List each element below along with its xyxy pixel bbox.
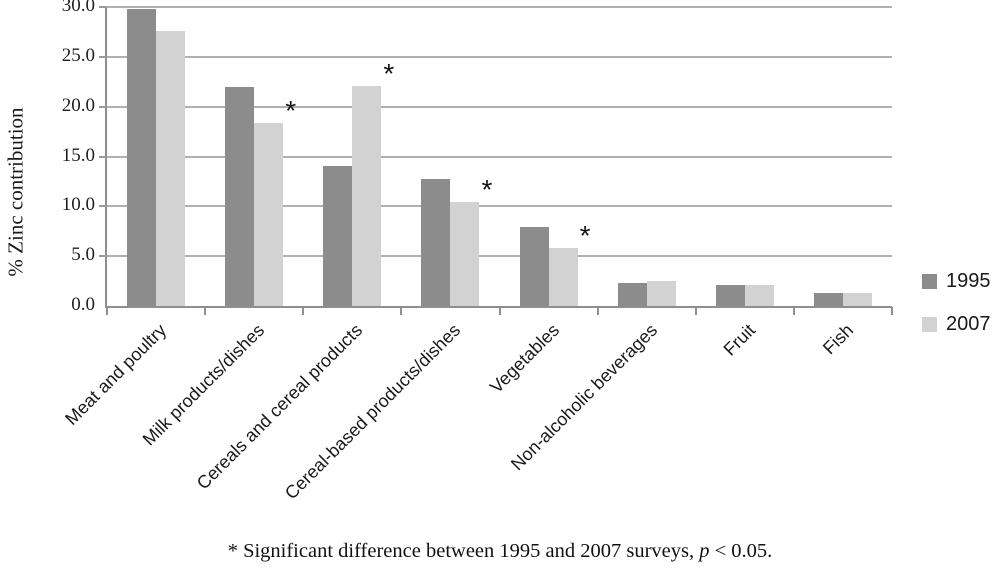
category-label: Non-alcoholic beverages [506,320,661,475]
legend-swatch-1995 [922,274,937,289]
y-tick-label: 10.0 [61,194,95,216]
x-axis-category-labels: Meat and poultry Milk products/dishes Cere… [61,316,890,546]
bar-2007 [842,293,872,306]
y-tick-mark [99,155,107,158]
bar-group: * [401,7,499,306]
y-tick-label: 15.0 [61,144,95,166]
bar-group: * [303,7,401,306]
bar-group: * [500,7,598,306]
significance-asterisk: * [285,94,297,126]
x-tick-mark [792,307,795,315]
legend-label: 2007 [946,313,991,335]
y-tick-mark [99,105,107,108]
caption-p-symbol: p [699,540,710,562]
bar-group: * [205,7,303,306]
figure-caption: * Significant difference between 1995 an… [0,540,1000,563]
bar-group [794,7,892,306]
gridline [101,6,892,8]
bar-1995 [323,166,353,306]
legend-label: 1995 [946,270,991,292]
bar-1995 [127,9,157,306]
bar-1995 [617,283,647,306]
y-tick-label: 25.0 [61,44,95,66]
x-tick-mark [204,307,207,315]
x-tick-mark [596,307,599,315]
gridline [101,55,892,58]
bar-2007 [450,202,480,306]
x-tick-mark [694,307,697,315]
caption-pvalue: < 0.05. [709,540,773,562]
bar-2007 [254,122,284,306]
y-tick-mark [99,6,107,8]
x-tick-mark [302,307,305,315]
legend-item: 2007 [922,313,991,336]
legend-swatch-2007 [922,317,937,332]
y-tick-mark [99,205,107,208]
category-label: Cereal-based products/dishes [281,320,465,504]
x-tick-mark [106,307,108,315]
category-label: Fruit [719,320,759,360]
plot-area: * * * * [99,6,893,315]
bar-2007 [352,85,382,306]
significance-asterisk: * [481,174,493,206]
y-tick-mark [99,255,107,258]
bar-group [598,7,696,306]
gridline [101,255,892,258]
bar-2007 [548,248,578,306]
bar-1995 [225,86,255,306]
bar-2007 [156,30,186,306]
y-tick-label: 20.0 [61,94,95,116]
bar-group [696,7,794,306]
category-label: Vegetables [485,320,563,398]
y-tick-label: 0.0 [71,294,95,315]
category-label: Fish [818,320,858,359]
bar-1995 [519,227,549,306]
y-tick-mark [99,55,107,58]
legend: 1995 2007 [922,270,991,356]
x-tick-mark [891,307,893,315]
category-label: Milk products/dishes [138,320,269,450]
bar-group [107,7,205,306]
category-label: Cereals and cereal products [193,320,367,494]
y-tick-label: 5.0 [71,244,95,266]
bar-2007 [646,281,676,306]
x-tick-mark [400,307,403,315]
bar-1995 [421,179,451,306]
significance-asterisk: * [579,220,591,252]
gridline [101,155,892,158]
significance-asterisk: * [383,57,395,89]
y-tick-label: 30.0 [61,0,95,16]
x-tick-mark [498,307,501,315]
bar-2007 [744,285,774,306]
legend-item: 1995 [922,270,991,293]
bar-1995 [715,285,745,306]
caption-text: * Significant difference between 1995 an… [227,540,700,562]
bar-1995 [813,293,843,306]
gridline [101,105,892,108]
gridline [101,205,892,208]
